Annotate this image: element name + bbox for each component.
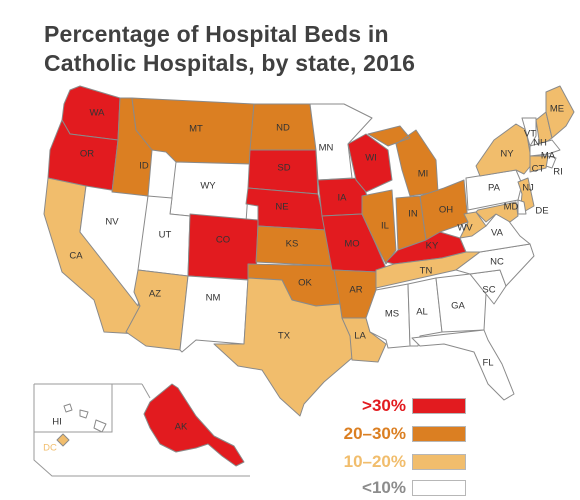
state-ma[interactable] (529, 139, 561, 157)
state-label-nj: NJ (522, 183, 534, 194)
legend-swatch-gt30 (412, 398, 466, 414)
state-label-wa: WA (90, 108, 106, 119)
state-ak[interactable] (143, 383, 245, 467)
state-label-wv: WV (457, 223, 473, 234)
state-wi[interactable] (347, 133, 393, 193)
state-md[interactable] (475, 201, 519, 223)
state-dc[interactable] (56, 433, 70, 447)
state-label-ny: NY (500, 149, 514, 160)
state-label-ia: IA (338, 193, 348, 204)
state-label-me: ME (550, 104, 564, 115)
legend-label-gt30: >30% (362, 396, 406, 415)
state-label-de: DE (535, 206, 548, 217)
state-label-tn: TN (420, 266, 433, 277)
state-label-mn: MN (319, 143, 334, 154)
state-label-va: VA (491, 228, 504, 239)
state-label-md: MD (504, 202, 519, 213)
state-label-fl: FL (482, 358, 493, 369)
state-label-ne: NE (275, 202, 288, 213)
state-label-mt: MT (189, 124, 203, 135)
state-label-co: CO (216, 235, 230, 246)
title-line-1: Percentage of Hospital Beds in (44, 21, 389, 47)
state-label-ks: KS (286, 239, 299, 250)
state-nm[interactable] (179, 275, 249, 353)
state-tx[interactable] (213, 277, 353, 417)
state-label-il: IL (381, 221, 389, 232)
state-label-wi: WI (365, 153, 377, 164)
state-me[interactable] (545, 85, 575, 139)
state-labels: WA OR CA NV ID MT WY UT CO AZ NM ND SD NE KS OK TX MN IA MO… (43, 104, 564, 454)
inset-frame (33, 383, 250, 477)
state-label-id: ID (139, 161, 149, 172)
state-label-la: LA (354, 331, 366, 342)
state-label-nv: NV (105, 217, 119, 228)
state-label-ma: MA (541, 151, 556, 162)
state-label-ms: MS (385, 309, 399, 320)
state-label-hi: HI (52, 417, 62, 428)
state-label-nh: NH (533, 138, 547, 149)
state-label-ga: GA (451, 301, 465, 312)
state-label-sd: SD (277, 163, 290, 174)
state-label-mi: MI (418, 169, 429, 180)
legend-label-lt10: <10% (362, 478, 406, 497)
state-label-nm: NM (206, 293, 221, 304)
state-label-dc: DC (43, 443, 57, 454)
state-label-ak: AK (175, 422, 188, 433)
state-label-sc: SC (482, 285, 495, 296)
legend-label-10-20: 10–20% (343, 452, 406, 471)
state-label-tx: TX (278, 331, 291, 342)
legend-swatch-10-20 (412, 454, 466, 470)
state-label-ar: AR (349, 285, 362, 296)
state-label-az: AZ (149, 289, 161, 300)
state-label-nd: ND (276, 123, 290, 134)
state-label-ct: CT (532, 164, 545, 175)
state-label-al: AL (416, 307, 428, 318)
state-vt[interactable] (521, 117, 537, 147)
state-label-in: IN (408, 209, 418, 220)
state-fl[interactable] (411, 329, 515, 401)
state-label-or: OR (80, 149, 94, 160)
legend-swatch-20-30 (412, 426, 466, 442)
state-label-ri: RI (553, 167, 563, 178)
state-label-oh: OH (439, 205, 453, 216)
state-de[interactable] (517, 199, 527, 215)
state-wy[interactable] (169, 161, 251, 223)
state-va[interactable] (459, 213, 531, 253)
state-label-nc: NC (490, 257, 504, 268)
legend-swatch-lt10 (412, 480, 466, 496)
state-mn[interactable] (309, 103, 373, 181)
state-label-ca: CA (69, 251, 83, 262)
state-shapes (43, 85, 575, 467)
state-ct[interactable] (529, 155, 549, 173)
state-label-ut: UT (159, 230, 172, 241)
state-label-pa: PA (488, 183, 501, 194)
state-il[interactable] (361, 189, 397, 265)
state-label-ok: OK (298, 278, 312, 289)
title-line-2: Catholic Hospitals, by state, 2016 (44, 50, 416, 76)
legend-label-20-30: 20–30% (343, 424, 406, 443)
state-label-ky: KY (426, 241, 439, 252)
state-label-mo: MO (344, 239, 359, 250)
state-ga[interactable] (435, 273, 487, 333)
state-label-wy: WY (200, 181, 216, 192)
map-title: Percentage of Hospital Beds in Catholic … (44, 20, 544, 78)
state-label-vt: VT (524, 129, 536, 140)
state-hi[interactable] (63, 403, 107, 433)
